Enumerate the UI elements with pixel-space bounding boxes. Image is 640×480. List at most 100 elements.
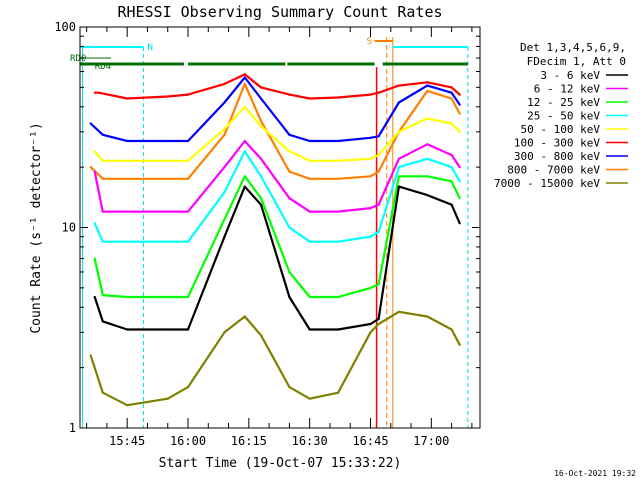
series-point [243, 175, 246, 178]
series-point [458, 112, 461, 115]
series-point [397, 185, 400, 188]
legend-label: 6 - 12 keV [534, 83, 601, 96]
series-point [450, 86, 453, 89]
series-point [223, 218, 226, 221]
series-point [426, 81, 429, 84]
series-point [93, 257, 96, 260]
series-point [101, 177, 104, 180]
series-point [186, 177, 190, 180]
series-point [337, 240, 340, 243]
series-point [337, 159, 340, 162]
series-point [450, 97, 453, 100]
legend-label: 300 - 800 keV [514, 150, 600, 163]
axes: 1 10 100 15:45 16:00 16:15 16:30 16:45 17:00 [54, 20, 481, 448]
series-point [369, 157, 372, 160]
series-point [126, 139, 129, 143]
series-point [369, 331, 372, 334]
x-tick-label: 16:15 [231, 434, 267, 448]
series-point [450, 122, 453, 125]
legend-label: 100 - 300 keV [514, 137, 600, 150]
series-point [369, 207, 372, 210]
series-point [126, 97, 129, 100]
series-point [166, 295, 169, 299]
series-point [426, 175, 429, 178]
series-point [223, 127, 226, 131]
series-point [308, 328, 311, 331]
series-point [186, 295, 190, 299]
series-point [377, 170, 380, 173]
series-point [186, 159, 190, 162]
series-point [450, 153, 453, 157]
series-point [126, 404, 129, 407]
series-point [166, 177, 169, 180]
legend-header-line-1: Det 1,3,4,5,6,9, [520, 41, 626, 54]
series-point [458, 166, 461, 169]
flag-label-rd4: RD4 [95, 62, 111, 72]
series-point [93, 295, 96, 299]
series-point [337, 139, 340, 143]
series-point [426, 157, 429, 160]
series-point [337, 210, 340, 213]
series-point [450, 328, 453, 331]
x-tick-label: 16:00 [170, 434, 206, 448]
series-point [101, 210, 104, 213]
chart-title: RHESSI Observing Summary Count Rates [117, 3, 442, 21]
series-point [397, 310, 400, 313]
series-point [223, 331, 226, 334]
series-point [337, 177, 340, 180]
series-point [308, 97, 311, 100]
series-point [126, 328, 129, 331]
series-point [89, 354, 92, 357]
series-point [101, 391, 104, 394]
legend-label: 50 - 100 keV [521, 123, 601, 136]
series-point [166, 210, 169, 213]
series-point [288, 386, 291, 389]
series-point [243, 185, 246, 188]
series-point [243, 315, 246, 318]
flag-label-s: S [366, 37, 371, 47]
series-point [288, 197, 291, 200]
series-point [369, 322, 372, 326]
series-point [259, 119, 263, 122]
y-axis-label: Count Rate (s⁻¹ detector⁻¹) [29, 122, 44, 333]
series-point [426, 315, 429, 318]
series-point [89, 122, 92, 125]
series-point [288, 93, 291, 96]
series-point [377, 135, 380, 138]
series-point [288, 170, 291, 173]
series-point [93, 170, 96, 173]
series-point [458, 130, 461, 133]
series-point [166, 95, 169, 98]
legend-label: 25 - 50 keV [527, 110, 600, 123]
series-point [337, 295, 340, 299]
legend-header-line-2: FDecim 1, Att 0 [527, 55, 626, 68]
series-point [243, 139, 246, 143]
series-point [377, 153, 380, 157]
series-point [259, 175, 263, 178]
series-point [397, 175, 400, 178]
x-axis-label: Start Time (19-Oct-07 15:33:22) [159, 456, 402, 471]
series-point [369, 286, 372, 289]
series-point [397, 130, 400, 133]
series-point [101, 294, 104, 297]
series-point [166, 397, 169, 400]
series-point [101, 240, 104, 243]
series-point [426, 84, 429, 87]
series-point [426, 117, 429, 120]
legend-label: 7000 - 15000 keV [494, 177, 600, 190]
series-point [337, 391, 340, 394]
series-point [458, 103, 461, 106]
series-point [377, 203, 380, 206]
series-point [397, 84, 400, 87]
series-point [259, 334, 263, 337]
series-point [243, 76, 246, 79]
series-point [186, 240, 190, 243]
series-point [93, 150, 96, 153]
series-point [426, 194, 429, 197]
series-point [426, 89, 429, 92]
series-point [308, 240, 311, 243]
series-point [223, 166, 226, 169]
series-point [166, 139, 169, 143]
series-point [259, 97, 263, 100]
